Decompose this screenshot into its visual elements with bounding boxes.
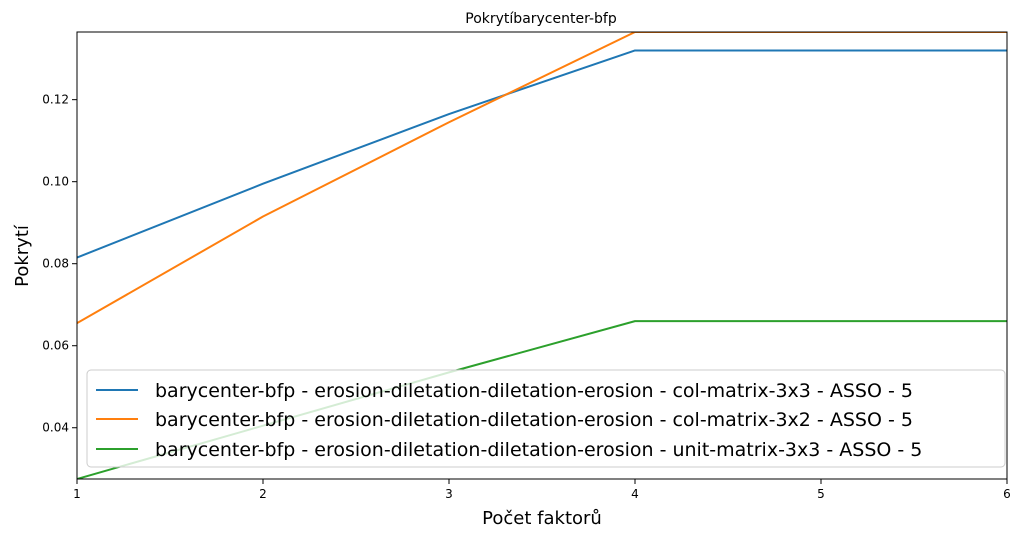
x-tick-label: 5	[817, 487, 825, 501]
series-line-1	[77, 32, 1007, 325]
y-axis: 0.04 0.06 0.08 0.10 0.12	[42, 93, 77, 435]
legend-label-col-matrix-3x3: barycenter-bfp - erosion-diletation-dile…	[155, 380, 913, 402]
y-tick-label: 0.06	[42, 339, 69, 353]
x-axis-label: Počet faktorů	[482, 508, 602, 529]
x-tick-label: 4	[631, 487, 639, 501]
x-tick-label: 6	[1003, 487, 1011, 501]
legend-label-col-matrix-3x2: barycenter-bfp - erosion-diletation-dile…	[155, 409, 913, 431]
series-line-0	[77, 49, 1007, 259]
x-tick-label: 3	[445, 487, 453, 501]
x-tick-label: 1	[73, 487, 81, 501]
y-tick-label: 0.10	[42, 175, 69, 189]
y-axis-label: Pokrytí	[12, 224, 33, 287]
y-tick-label: 0.08	[42, 257, 69, 271]
x-axis: 1 2 3 4 5 6	[73, 479, 1011, 501]
plot-frame	[76, 31, 1008, 480]
legend-label-unit-matrix-3x3: barycenter-bfp - erosion-diletation-dile…	[155, 439, 922, 461]
legend: barycenter-bfp - erosion-diletation-dile…	[86, 369, 1006, 468]
legend-box	[86, 369, 1006, 468]
y-tick-label: 0.12	[42, 93, 69, 107]
x-tick-label: 2	[259, 487, 267, 501]
chart-title: Pokrytíbarycenter-bfp	[465, 11, 617, 27]
y-tick-label: 0.04	[42, 421, 69, 435]
